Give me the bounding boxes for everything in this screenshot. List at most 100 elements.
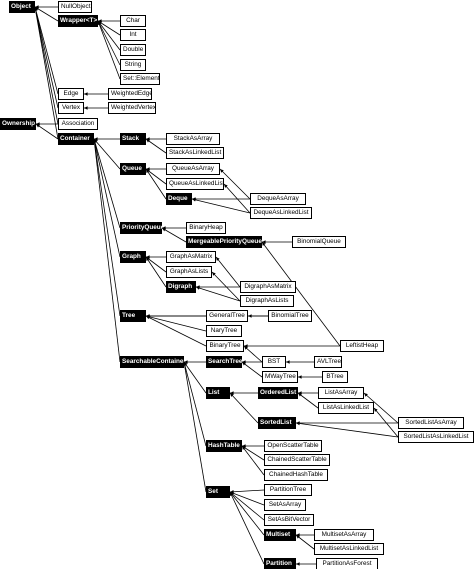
class-node-open-scatter-table: OpenScatterTable xyxy=(264,440,322,452)
class-node-queue-as-linked-list: QueueAsLinkedList xyxy=(166,178,224,190)
class-node-vertex: Vertex xyxy=(58,102,84,114)
class-node-edge: Edge xyxy=(58,88,84,100)
edge-arrowhead xyxy=(162,228,166,232)
edge-arrowhead xyxy=(196,286,200,290)
class-node-avltree: AVLTree xyxy=(314,356,342,368)
edge-set-to-set-as-bit-vector xyxy=(229,491,265,521)
class-node-nary-tree: NaryTree xyxy=(206,325,242,337)
edge-priority-queue-to-mergeable-priority-queue xyxy=(161,227,187,243)
class-node-partition-tree: PartitionTree xyxy=(264,484,312,496)
edge-wrapper-to-double xyxy=(97,20,121,51)
class-node-list-as-array: ListAsArray xyxy=(318,387,364,399)
edge-searchable-container-to-list xyxy=(183,361,207,394)
edge-set-to-partition-tree xyxy=(229,489,265,493)
edge-searchable-container-to-hash-table xyxy=(183,361,207,447)
edge-multiset-to-multiset-as-linked-list xyxy=(295,534,315,550)
class-node-wrapper: Wrapper<T> xyxy=(58,15,98,27)
edge-arrowhead xyxy=(262,240,266,244)
edge-arrowhead xyxy=(146,257,150,261)
class-node-chained-hash-table: ChainedHashTable xyxy=(264,469,328,481)
class-node-object: Object xyxy=(9,1,35,13)
class-node-deque-as-array: DequeAsArray xyxy=(250,193,306,205)
edge-queue-to-deque xyxy=(145,168,167,200)
edge-container-to-searchable-container xyxy=(93,138,121,363)
edge-arrowhead xyxy=(296,535,300,539)
class-node-binary-tree: BinaryTree xyxy=(206,340,244,352)
edge-searchable-container-to-set xyxy=(183,361,207,493)
class-node-multiset-as-linked-list: MultisetAsLinkedList xyxy=(314,543,384,555)
class-node-binary-heap: BinaryHeap xyxy=(186,222,226,234)
edge-arrowhead xyxy=(248,314,252,318)
edge-arrowhead xyxy=(220,169,224,173)
edge-list-as-linked-list-to-sorted-list-as-linked-list xyxy=(373,407,399,438)
edge-hash-table-to-chained-scatter-table xyxy=(241,445,265,461)
class-node-sorted-list-as-array: SortedListAsArray xyxy=(398,417,464,429)
edge-wrapper-to-set-element xyxy=(97,20,121,80)
class-node-stack-as-array: StackAsArray xyxy=(166,133,220,145)
edge-arrowhead xyxy=(94,137,98,141)
class-node-general-tree: GeneralTree xyxy=(206,310,248,322)
edge-arrowhead xyxy=(244,346,248,350)
class-node-list-as-linked-list: ListAsLinkedList xyxy=(318,402,374,414)
edge-search-tree-to-mway-tree xyxy=(241,361,263,378)
edge-set-to-partition xyxy=(229,491,265,565)
edge-arrowhead xyxy=(286,360,290,364)
class-node-char: Char xyxy=(120,15,146,27)
class-node-deque-as-linked-list: DequeAsLinkedList xyxy=(250,207,312,219)
class-node-searchable-container: SearchableContainer xyxy=(120,356,184,368)
class-node-binomial-queue: BinomialQueue xyxy=(292,236,346,248)
class-node-leftist-heap: LeftistHeap xyxy=(340,340,384,352)
edge-arrowhead xyxy=(262,242,266,246)
edge-object-to-container xyxy=(34,6,59,140)
edge-digraph-to-digraph-as-lists xyxy=(195,286,241,302)
edge-hash-table-to-chained-hash-table xyxy=(241,445,265,476)
edge-tree-to-nary-tree xyxy=(145,315,207,332)
class-node-stack: Stack xyxy=(120,133,146,145)
edge-binary-tree-to-bst xyxy=(243,345,263,363)
class-node-sorted-list-as-linked-list: SortedListAsLinkedList xyxy=(398,431,474,443)
edge-arrowhead xyxy=(242,446,246,450)
class-node-sorted-list: SortedList xyxy=(258,417,296,429)
edge-graph-to-graph-as-lists xyxy=(145,256,167,273)
edge-arrowhead xyxy=(212,272,216,276)
class-node-binomial-tree: BinomialTree xyxy=(268,310,312,322)
edge-list-as-array-to-sorted-list-as-array xyxy=(363,392,399,424)
class-node-queue: Queue xyxy=(120,163,146,175)
edge-set-to-multiset xyxy=(229,491,265,536)
edge-arrowhead xyxy=(230,393,234,397)
class-node-set-as-bit-vector: SetAsBitVector xyxy=(264,514,314,526)
edge-arrowhead xyxy=(146,139,150,143)
edge-arrowhead xyxy=(146,316,150,320)
edge-sorted-list-to-sorted-list-as-linked-list xyxy=(295,422,399,438)
class-node-btree: BTree xyxy=(322,371,348,383)
class-node-partition-as-forest: PartitionAsForest xyxy=(316,558,378,569)
edge-queue-as-linked-list-to-deque-as-linked-list xyxy=(223,183,251,214)
class-node-list: List xyxy=(206,387,230,399)
edge-graph-as-matrix-to-digraph-as-matrix xyxy=(215,256,241,288)
class-node-mergeable-priority-queue: MergeablePriorityQueue xyxy=(186,236,262,248)
class-node-graph: Graph xyxy=(120,251,146,263)
class-node-queue-as-array: QueueAsArray xyxy=(166,163,220,175)
edge-arrowhead xyxy=(84,106,88,110)
edge-arrowhead xyxy=(230,391,234,395)
edge-arrowhead xyxy=(296,421,300,426)
class-node-bst: BST xyxy=(262,356,286,368)
class-node-string: String xyxy=(120,59,146,71)
class-node-mway-tree: MWayTree xyxy=(262,371,298,383)
edge-arrowhead xyxy=(84,92,88,96)
edge-mergeable-priority-queue-to-leftist-heap xyxy=(261,241,341,347)
edge-graph-to-digraph xyxy=(145,256,167,288)
edge-arrowhead xyxy=(224,184,228,188)
class-node-multiset: Multiset xyxy=(264,529,296,541)
edge-arrowhead xyxy=(296,562,300,566)
edge-graph-as-lists-to-digraph-as-lists xyxy=(211,271,241,302)
edge-arrowhead xyxy=(216,257,220,261)
class-node-ordered-list: OrderedList xyxy=(258,387,298,399)
edge-queue-as-array-to-deque-as-array xyxy=(219,168,251,200)
edge-arrowhead xyxy=(192,198,196,202)
edge-tree-to-binary-tree xyxy=(145,315,207,347)
class-node-stack-as-linked-list: StackAsLinkedList xyxy=(166,147,224,159)
class-node-graph-as-matrix: GraphAsMatrix xyxy=(166,251,216,263)
